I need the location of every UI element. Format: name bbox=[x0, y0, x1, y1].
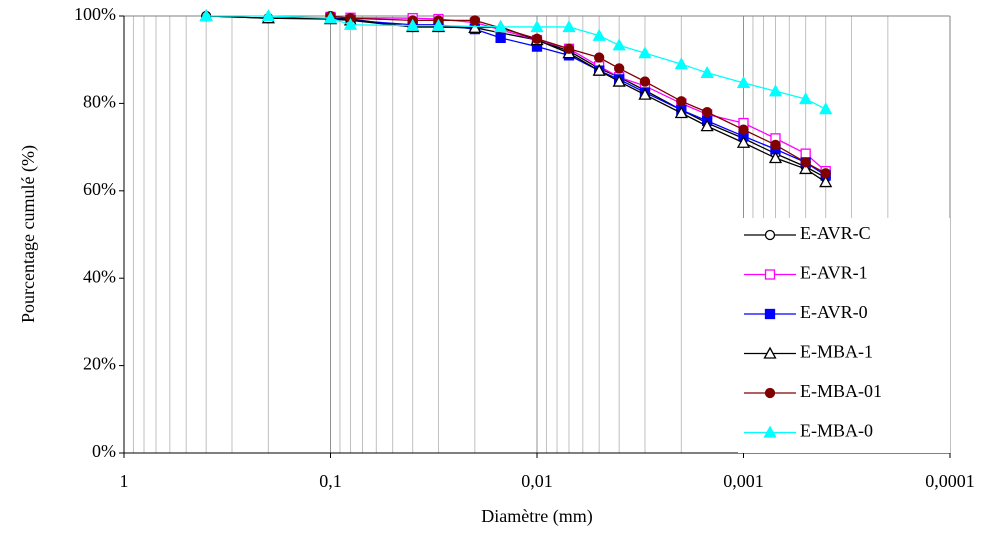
point bbox=[468, 20, 482, 33]
legend-label: E-AVR-1 bbox=[800, 263, 868, 283]
y-tick-label: 0% bbox=[92, 441, 116, 461]
point bbox=[562, 20, 576, 33]
point bbox=[406, 18, 420, 31]
point bbox=[614, 63, 625, 74]
legend-label: E-MBA-0 bbox=[800, 421, 873, 441]
point bbox=[738, 124, 749, 135]
y-tick-label: 40% bbox=[83, 266, 116, 286]
point bbox=[800, 148, 811, 159]
x-tick-label: 0,01 bbox=[521, 471, 553, 491]
point bbox=[612, 38, 626, 51]
x-tick-label: 0,0001 bbox=[925, 471, 975, 491]
point bbox=[431, 18, 446, 31]
legend: E-AVR-C E-AVR-1 E-AVR-0 E-MBA-1 E-MBA-01 E-MB… bbox=[738, 218, 950, 453]
point bbox=[674, 106, 688, 119]
point bbox=[736, 76, 751, 89]
point bbox=[199, 9, 213, 22]
legend-label: E-MBA-1 bbox=[800, 342, 873, 362]
point bbox=[638, 87, 652, 100]
point bbox=[592, 63, 606, 76]
y-axis-title: Pourcentage cumulé (%) bbox=[18, 145, 39, 323]
point bbox=[764, 269, 776, 280]
point bbox=[799, 162, 813, 175]
y-tick-label: 100% bbox=[74, 4, 116, 24]
point bbox=[674, 57, 688, 70]
point bbox=[819, 175, 833, 188]
point bbox=[819, 102, 833, 115]
y-tick-label: 20% bbox=[83, 354, 116, 374]
series-line bbox=[330, 17, 827, 177]
point bbox=[594, 52, 605, 63]
legend-label: E-AVR-C bbox=[800, 223, 871, 243]
point bbox=[768, 84, 783, 97]
series-line bbox=[330, 15, 826, 174]
point bbox=[800, 157, 811, 168]
point bbox=[592, 28, 606, 41]
point bbox=[763, 425, 777, 438]
x-axis-title: Diamètre (mm) bbox=[481, 506, 592, 527]
point bbox=[323, 11, 338, 24]
point bbox=[531, 33, 543, 44]
point bbox=[700, 119, 714, 132]
point bbox=[764, 229, 776, 241]
point bbox=[764, 387, 776, 399]
point bbox=[494, 20, 508, 33]
legend-box bbox=[738, 218, 950, 453]
point bbox=[612, 74, 626, 87]
point bbox=[770, 139, 781, 151]
x-tick-label: 1 bbox=[120, 471, 129, 491]
point bbox=[764, 308, 776, 320]
point bbox=[530, 20, 544, 33]
point bbox=[700, 65, 714, 78]
series-line bbox=[330, 16, 827, 172]
point bbox=[261, 9, 275, 22]
point bbox=[820, 168, 831, 179]
point bbox=[343, 17, 358, 30]
x-tick-label: 0,001 bbox=[723, 471, 764, 491]
point bbox=[763, 346, 777, 359]
point bbox=[736, 135, 751, 148]
y-tick-label: 80% bbox=[83, 92, 116, 112]
legend-label: E-MBA-01 bbox=[800, 381, 882, 401]
series-line bbox=[206, 15, 826, 110]
point bbox=[563, 43, 575, 54]
point bbox=[495, 32, 506, 43]
point bbox=[638, 46, 652, 59]
y-tick-label: 60% bbox=[83, 179, 116, 199]
point bbox=[639, 76, 651, 87]
point bbox=[799, 92, 813, 105]
point bbox=[469, 15, 480, 26]
series-line bbox=[206, 15, 826, 179]
point bbox=[701, 106, 713, 118]
x-tick-label: 0,1 bbox=[319, 471, 342, 491]
legend-label: E-AVR-0 bbox=[800, 302, 868, 322]
point bbox=[768, 151, 783, 164]
point bbox=[676, 96, 687, 107]
